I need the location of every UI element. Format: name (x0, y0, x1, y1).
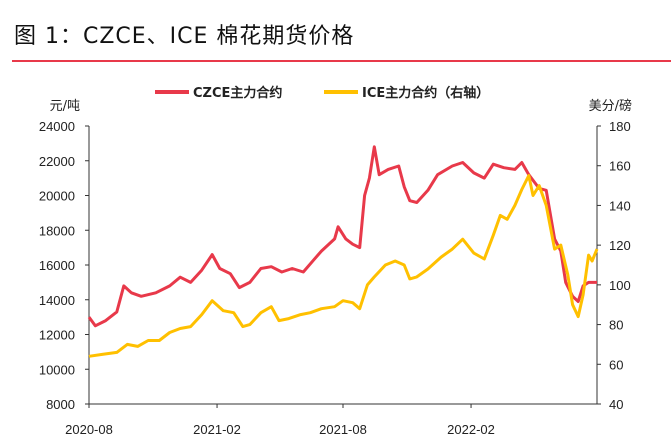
right-tick-label: 80 (609, 318, 623, 333)
right-tick-label: 180 (609, 119, 631, 134)
left-tick-label: 20000 (39, 189, 75, 204)
legend-label-czce: CZCE主力合约 (193, 85, 282, 101)
left-axis-unit: 元/吨 (50, 99, 80, 114)
legend: CZCE主力合约 ICE主力合约（右轴） (155, 85, 489, 101)
left-tick-label: 12000 (39, 328, 75, 343)
x-tick-label: 2022-02 (447, 422, 495, 437)
left-tick-label: 14000 (39, 293, 75, 308)
right-axis-unit: 美分/磅 (589, 98, 632, 114)
left-tick-label: 22000 (39, 154, 75, 169)
left-tick-label: 10000 (39, 362, 75, 377)
right-tick-label: 100 (609, 278, 631, 293)
x-tick-label: 2021-08 (319, 422, 367, 437)
czce-series-line (87, 145, 597, 328)
right-tick-label: 160 (609, 159, 631, 174)
ice-series-line (88, 174, 599, 358)
x-tick-label: 2020-08 (65, 422, 113, 437)
right-tick-label: 120 (609, 238, 631, 253)
left-tick-label: 8000 (46, 397, 75, 412)
left-tick-label: 16000 (39, 258, 75, 273)
left-tick-label: 24000 (39, 119, 75, 134)
right-tick-label: 40 (609, 397, 623, 412)
right-tick-label: 140 (609, 198, 631, 213)
title-divider (12, 60, 671, 62)
left-tick-label: 18000 (39, 223, 75, 238)
chart-title: 图 1：CZCE、ICE 棉花期货价格 (14, 24, 355, 49)
legend-label-ice: ICE主力合约（右轴） (362, 85, 489, 101)
right-tick-label: 60 (609, 357, 623, 372)
x-tick-label: 2021-02 (193, 422, 241, 437)
